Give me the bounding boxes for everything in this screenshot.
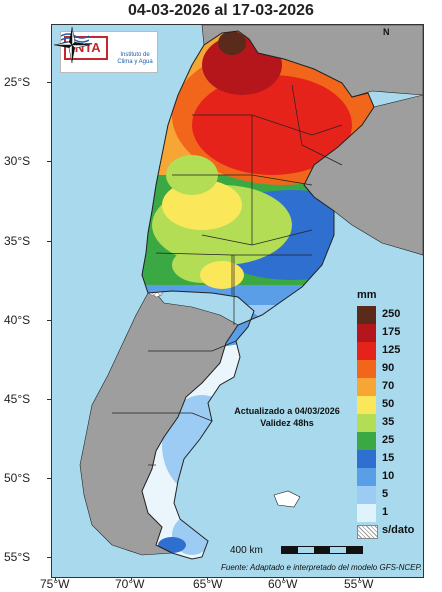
scale-bar bbox=[281, 546, 363, 554]
province-borders bbox=[112, 84, 343, 466]
legend-label: 15 bbox=[382, 452, 395, 464]
legend-label: 175 bbox=[382, 326, 401, 338]
legend-swatch bbox=[357, 504, 376, 522]
lon-tick bbox=[131, 576, 132, 580]
update-date: Actualizado a 04/03/2026 bbox=[234, 406, 340, 416]
legend-label: 25 bbox=[382, 434, 395, 446]
lon-label-60: 60°W bbox=[268, 577, 298, 591]
legend-label: 10 bbox=[382, 470, 395, 482]
lat-tick bbox=[47, 241, 51, 242]
legend-swatch bbox=[357, 342, 376, 360]
lat-label-30: 30°S bbox=[4, 154, 31, 168]
lon-label-55: 55°W bbox=[344, 577, 374, 591]
legend-label: 125 bbox=[382, 344, 401, 356]
legend-swatch bbox=[357, 306, 376, 324]
legend-swatch bbox=[357, 468, 376, 486]
argentina-outline bbox=[141, 30, 375, 560]
legend-swatch bbox=[357, 450, 376, 468]
lat-tick bbox=[47, 82, 51, 83]
lat-tick bbox=[47, 320, 51, 321]
update-info: Actualizado a 04/03/2026 Validez 48hs bbox=[212, 405, 362, 429]
legend-label: 70 bbox=[382, 380, 395, 392]
lat-tick bbox=[47, 161, 51, 162]
legend-label: 50 bbox=[382, 398, 395, 410]
legend-swatch bbox=[357, 360, 376, 378]
legend-swatch bbox=[357, 414, 376, 432]
lon-tick bbox=[207, 576, 208, 580]
legend-swatch bbox=[357, 324, 376, 342]
lat-label-25: 25°S bbox=[4, 75, 31, 89]
compass-north-label: N bbox=[383, 27, 390, 37]
legend-swatch bbox=[357, 396, 376, 414]
legend-swatch bbox=[357, 486, 376, 504]
legend-label: s/dato bbox=[382, 524, 415, 536]
lat-label-55: 55°S bbox=[4, 550, 31, 564]
source-note: Fuente: Adaptado e interpretado del mode… bbox=[220, 563, 422, 572]
lat-label-40: 40°S bbox=[4, 313, 31, 327]
lat-label-45: 45°S bbox=[4, 392, 31, 406]
map-title: 04-03-2026 al 17-03-2026 bbox=[128, 2, 314, 19]
lat-label-50: 50°S bbox=[4, 471, 31, 485]
lat-tick bbox=[47, 399, 51, 400]
legend-label: 90 bbox=[382, 362, 395, 374]
scale-label: 400 km bbox=[230, 545, 263, 556]
map-frame: INTA Instituto de Clima y Agua N mm Actu… bbox=[51, 24, 424, 578]
lon-tick bbox=[283, 576, 284, 580]
lon-tick bbox=[55, 576, 56, 580]
lon-label-65: 65°W bbox=[193, 577, 223, 591]
lat-tick bbox=[47, 557, 51, 558]
lat-label-35: 35°S bbox=[4, 234, 31, 248]
precipitation-map bbox=[79, 25, 423, 560]
legend-label: 1 bbox=[382, 506, 389, 518]
lon-label-70: 70°W bbox=[115, 577, 145, 591]
climate-institute-name: Instituto de Clima y Agua bbox=[117, 52, 153, 65]
legend-label: 5 bbox=[382, 488, 389, 500]
compass-rose-icon bbox=[53, 26, 91, 64]
lon-tick bbox=[359, 576, 360, 580]
lon-label-75: 75°W bbox=[40, 577, 70, 591]
legend-swatch bbox=[357, 525, 378, 539]
legend-swatch bbox=[357, 378, 376, 396]
lat-tick bbox=[47, 478, 51, 479]
legend-unit: mm bbox=[357, 289, 377, 301]
validity: Validez 48hs bbox=[260, 418, 314, 428]
legend-swatch bbox=[357, 432, 376, 450]
malvinas-islands bbox=[273, 490, 301, 508]
legend-label: 250 bbox=[382, 308, 401, 320]
legend-label: 35 bbox=[382, 416, 395, 428]
